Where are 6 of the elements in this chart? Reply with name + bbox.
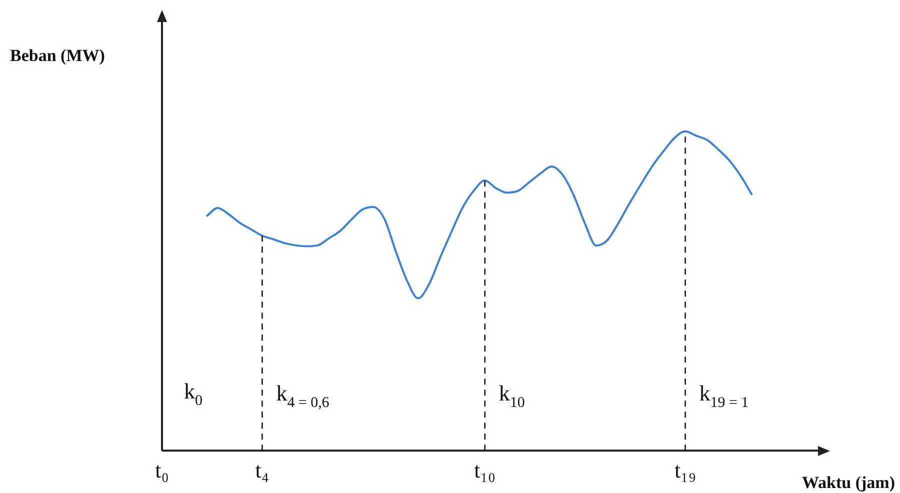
x-tick-label: t₄ [255,458,270,483]
x-tick-label: t₀ [155,458,169,483]
x-tick-label: t₁₉ [674,458,696,483]
y-axis-title: Beban (MW) [10,46,105,65]
x-axis-title: Waktu (jam) [802,473,895,492]
x-tick-label: t₁₀ [474,458,496,483]
